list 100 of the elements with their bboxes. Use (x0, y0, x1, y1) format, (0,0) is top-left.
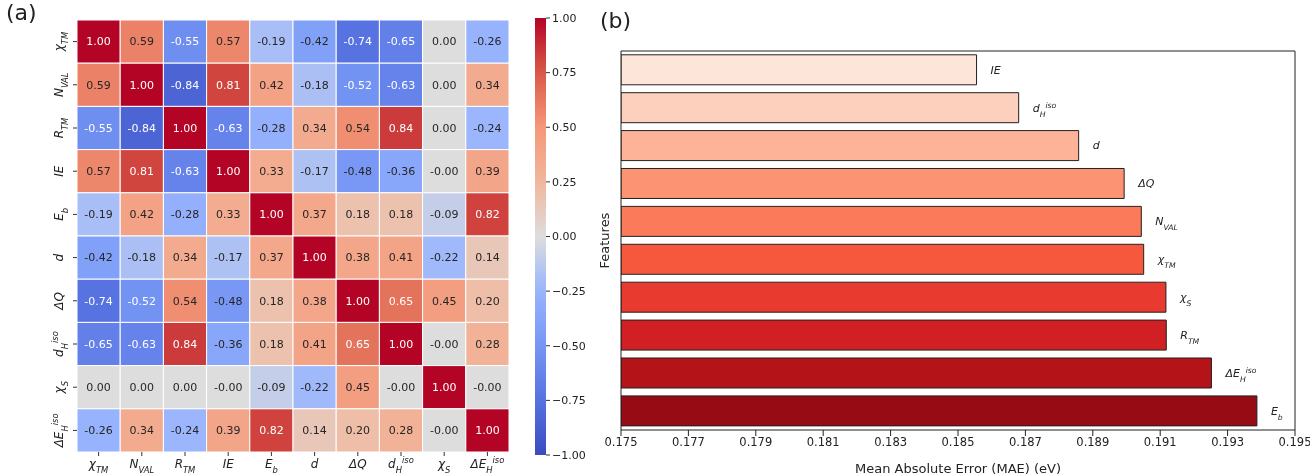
x-tick-label: d (310, 457, 319, 471)
y-tick-label: ΔQ (52, 291, 66, 311)
x-tick-label: 0.189 (1076, 435, 1110, 450)
data-label: -0.63 (127, 337, 157, 351)
color-bar-label: −1.00 (552, 448, 586, 462)
data-label: 0.00 (172, 381, 198, 395)
data-label: -0.17 (213, 251, 243, 265)
data-label: -0.09 (429, 208, 459, 222)
data-label: 1.00 (431, 381, 457, 395)
x-tick-label: 0.185 (941, 435, 975, 450)
data-label: 0.18 (345, 208, 371, 222)
data-label: -0.48 (213, 294, 243, 308)
color-bar-label: 1.00 (552, 11, 577, 25)
category-label: R$_{TM}$ (1180, 328, 1200, 346)
data-label: -0.24 (473, 121, 502, 135)
data-label: -0.22 (300, 381, 329, 395)
data-label: 0.84 (172, 337, 198, 351)
data-label: 0.00 (431, 78, 457, 92)
data-label: 1.00 (172, 121, 198, 135)
data-label: 1.00 (215, 165, 241, 179)
data-label: 0.14 (475, 251, 500, 265)
data-label: 0.33 (215, 208, 241, 222)
data-label: -0.74 (84, 294, 113, 308)
category-label: χ$_{S}$ (1179, 291, 1192, 308)
data-label: 0.28 (475, 337, 500, 351)
x-tick-label: IE (222, 457, 235, 471)
y-tick-label: IE (52, 165, 66, 177)
data-label: -0.84 (127, 121, 157, 135)
x-tick-label: 0.181 (806, 435, 840, 450)
x-tick-label: 0.177 (671, 435, 705, 450)
data-label: 0.42 (259, 78, 284, 92)
data-label: -0.00 (213, 381, 243, 395)
x-tick-label: χ$_{S}$ (436, 457, 452, 475)
data-label: -0.17 (300, 165, 329, 179)
data-label: 0.20 (345, 424, 371, 438)
y-axis-title: Features (596, 212, 612, 269)
data-label: -0.18 (127, 251, 157, 265)
data-label: 0.65 (345, 337, 371, 351)
x-tick-label: 0.183 (874, 435, 908, 450)
data-label: 0.81 (129, 165, 155, 179)
x-tick-label: E$_{b}$ (264, 457, 278, 475)
data-label: 0.37 (302, 208, 327, 222)
data-label: 1.00 (475, 424, 500, 438)
data-label: -0.19 (84, 208, 113, 222)
data-label: 0.81 (215, 78, 241, 92)
x-tick-label: ΔQ (347, 457, 367, 471)
data-label: 0.41 (302, 337, 327, 351)
color-bar-label: 0.75 (552, 66, 577, 80)
data-label: -0.36 (386, 165, 416, 179)
data-label: 0.54 (172, 294, 198, 308)
data-label: 0.84 (388, 121, 414, 135)
data-label: -0.63 (213, 121, 243, 135)
data-label: -0.22 (429, 251, 459, 265)
color-bar-label: −0.25 (552, 284, 586, 298)
color-bar-label: 0.50 (552, 121, 577, 135)
category-label: E$_{b}$ (1270, 404, 1283, 422)
data-label: -0.28 (257, 121, 286, 135)
data-label: 0.00 (431, 121, 457, 135)
data-label: 0.38 (302, 294, 327, 308)
data-label: -0.00 (429, 165, 459, 179)
color-bar-label: −0.50 (552, 339, 586, 353)
x-tick-label: 0.191 (1143, 435, 1177, 450)
data-label: -0.00 (386, 381, 416, 395)
x-tick-label: 0.195 (1278, 435, 1310, 450)
x-tick-label: 0.179 (739, 435, 773, 450)
data-label: -0.09 (257, 381, 286, 395)
x-tick-label: N$_{VAL}$ (129, 457, 155, 475)
data-label: 0.37 (259, 251, 284, 265)
data-label: 0.42 (129, 208, 155, 222)
x-tick-label: R$_{TM}$ (174, 457, 196, 475)
data-label: -0.52 (343, 78, 373, 92)
data-label: 0.34 (172, 251, 198, 265)
data-label: -0.42 (300, 35, 329, 49)
data-label: 0.45 (345, 381, 371, 395)
data-label: 0.34 (302, 121, 327, 135)
data-label: 0.65 (388, 294, 414, 308)
data-label: 0.82 (475, 208, 500, 222)
data-label: 0.39 (475, 165, 500, 179)
x-tick-label: χ$_{TM}$ (87, 457, 109, 475)
data-label: 0.34 (129, 424, 155, 438)
category-label: χ$_{TM}$ (1157, 253, 1176, 270)
data-label: -0.48 (343, 165, 373, 179)
data-label: -0.63 (170, 165, 200, 179)
data-label: 0.59 (129, 35, 155, 49)
data-label: 0.45 (431, 294, 457, 308)
data-label: 1.00 (302, 251, 327, 265)
data-label: -0.26 (473, 35, 502, 49)
data-label: 0.57 (215, 35, 241, 49)
data-label: -0.00 (429, 337, 459, 351)
data-label: -0.28 (170, 208, 200, 222)
color-bar-label: 0.25 (552, 175, 577, 189)
data-label: 0.39 (215, 424, 241, 438)
data-label: -0.36 (213, 337, 243, 351)
data-label: 0.34 (475, 78, 500, 92)
data-label: 0.00 (431, 35, 457, 49)
data-label: 1.00 (259, 208, 284, 222)
data-label: -0.63 (386, 78, 416, 92)
data-label: 0.18 (388, 208, 414, 222)
chart-title: (b) (600, 8, 632, 33)
data-label: 0.38 (345, 251, 371, 265)
